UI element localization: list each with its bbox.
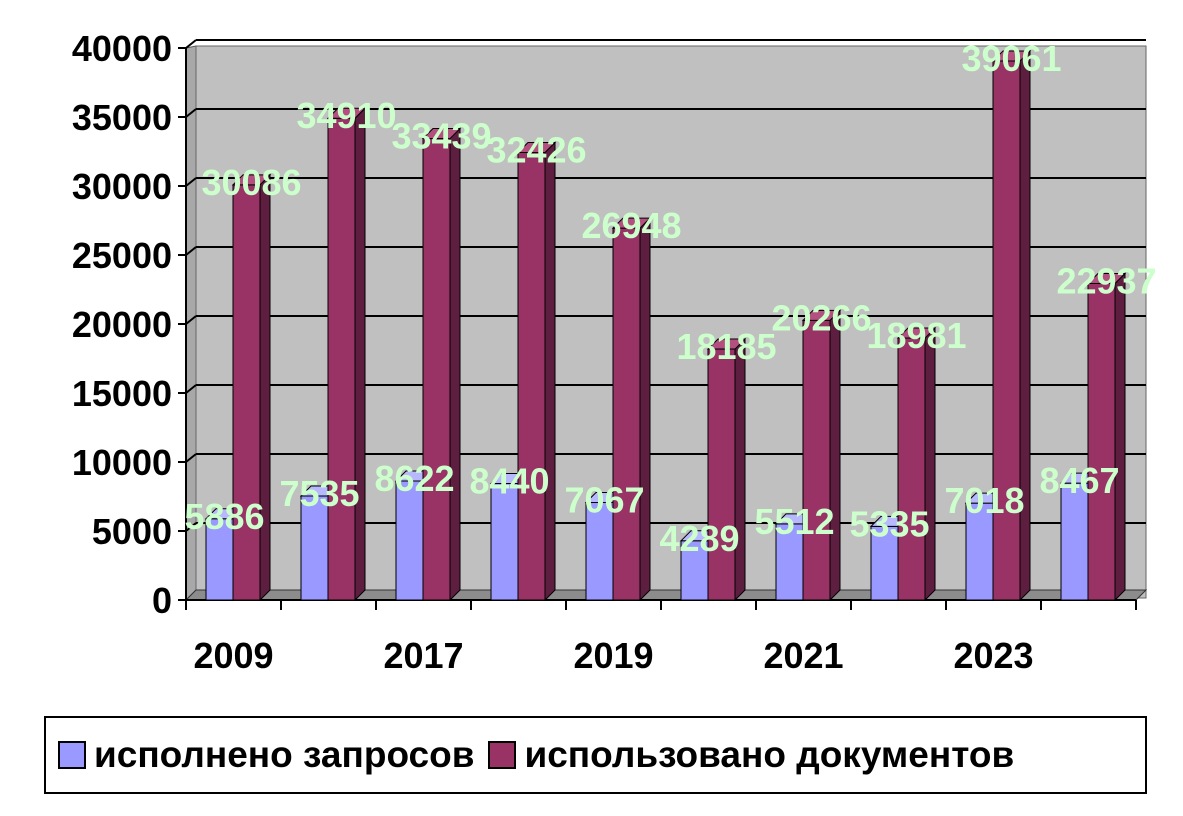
- bar-top: [1086, 272, 1127, 284]
- bar-front: [517, 152, 546, 601]
- bar-front: [897, 337, 926, 601]
- legend-item-requests: исполнено запросов: [58, 734, 474, 776]
- legend-label-documents: использовано документов: [524, 734, 1015, 775]
- bars: [204, 49, 1127, 602]
- data-label-requests-3: 8440: [469, 461, 549, 502]
- data-label-documents-4: 26948: [581, 205, 681, 246]
- data-label-documents-9: 22937: [1056, 260, 1156, 301]
- gridline-depth: [185, 177, 197, 187]
- bar-documents-5: [706, 337, 747, 602]
- bar-front: [300, 495, 329, 601]
- bar-documents-1: [326, 107, 367, 602]
- x-tick-label: 2019: [573, 635, 653, 676]
- data-label-requests-0: 5886: [184, 496, 264, 537]
- data-labels: 5886 7535 8622 8440 7067 4289 5512 5335 7018 8467…: [184, 38, 1156, 559]
- bar-front: [422, 138, 451, 601]
- bar-documents-2: [421, 127, 462, 602]
- gridline-depth: [185, 453, 197, 463]
- data-label-documents-0: 30086: [201, 162, 301, 203]
- bar-front: [205, 518, 234, 601]
- x-tick-label: 2017: [383, 635, 463, 676]
- bar-front: [232, 184, 261, 601]
- data-label-documents-1: 34910: [296, 95, 396, 136]
- gridline-depth: [185, 108, 197, 118]
- y-tick-label: 10000: [72, 442, 172, 483]
- bar-documents-8: [991, 49, 1032, 602]
- bar-top: [896, 327, 937, 339]
- bar-top: [326, 107, 367, 119]
- bar-documents-6: [801, 309, 842, 602]
- bar-top: [231, 174, 272, 186]
- legend-item-documents: использовано документов: [488, 734, 1014, 776]
- data-label-documents-5: 18185: [676, 326, 776, 367]
- y-tick-label: 0: [152, 580, 172, 621]
- bar-front: [1087, 282, 1116, 601]
- bar-top: [991, 50, 1032, 62]
- y-tick-label: 40000: [72, 28, 172, 69]
- x-tick-label: 2021: [763, 635, 843, 676]
- bar-documents-7: [896, 326, 937, 602]
- bar-front: [490, 483, 519, 601]
- bar-chart: 5886 7535 8622 8440 7067 4289 5512 5335 7018 8467…: [72, 28, 1157, 676]
- bar-side: [449, 127, 461, 602]
- bar-side: [354, 107, 366, 602]
- data-label-requests-4: 7067: [564, 479, 644, 520]
- bar-front: [585, 501, 614, 601]
- x-axis-ticks: 2009 2017 2019 2021 2023: [193, 635, 1033, 676]
- data-label-documents-7: 18981: [866, 315, 966, 356]
- data-label-requests-2: 8622: [374, 458, 454, 499]
- bar-side: [829, 309, 841, 602]
- bar-top: [516, 142, 557, 154]
- bar-front: [612, 227, 641, 601]
- data-label-requests-9: 8467: [1039, 460, 1119, 501]
- bar-documents-0: [231, 173, 272, 602]
- bar-documents-3: [516, 141, 557, 602]
- x-tick-label: 2023: [953, 635, 1033, 676]
- legend-label-requests: исполнено запросов: [94, 734, 475, 775]
- y-tick-label: 20000: [72, 304, 172, 345]
- data-label-documents-2: 33439: [391, 116, 491, 157]
- bar-side: [544, 141, 556, 602]
- bar-top: [611, 217, 652, 229]
- legend: исполнено запросов использовано документ…: [44, 716, 1147, 794]
- x-tick-label: 2009: [193, 635, 273, 676]
- y-tick-label: 35000: [72, 97, 172, 138]
- bar-front: [707, 348, 736, 601]
- legend-swatch-requests: [58, 741, 86, 769]
- bar-front: [395, 480, 424, 601]
- bar-documents-4: [611, 216, 652, 602]
- gridline-depth: [185, 315, 197, 325]
- data-label-documents-3: 32426: [486, 130, 586, 171]
- bar-front: [327, 117, 356, 601]
- y-tick-label: 5000: [92, 511, 172, 552]
- data-label-requests-5: 4289: [659, 518, 739, 559]
- legend-swatch-documents: [488, 741, 517, 769]
- bar-top: [801, 309, 842, 321]
- data-label-documents-6: 20266: [771, 297, 871, 338]
- data-label-requests-7: 5335: [849, 503, 929, 544]
- data-label-requests-6: 5512: [754, 501, 834, 542]
- data-label-requests-8: 7018: [944, 480, 1024, 521]
- y-tick-label: 15000: [72, 373, 172, 414]
- gridline-depth: [185, 39, 197, 49]
- gridline-depth: [185, 384, 197, 394]
- bar-front: [680, 540, 709, 601]
- data-label-requests-1: 7535: [279, 473, 359, 514]
- bar-documents-9: [1086, 272, 1127, 602]
- data-label-documents-8: 39061: [961, 38, 1061, 79]
- bar-side: [1114, 272, 1126, 602]
- bar-side: [734, 337, 746, 602]
- bar-top: [421, 128, 462, 140]
- bar-front: [992, 60, 1021, 601]
- bar-top: [706, 338, 747, 350]
- gridline-depth: [185, 246, 197, 256]
- bar-front: [965, 502, 994, 601]
- y-tick-label: 30000: [72, 166, 172, 207]
- y-tick-label: 25000: [72, 235, 172, 276]
- gridline-depth: [185, 522, 197, 532]
- y-axis-ticks: 0 5000 10000 15000 20000 25000 30000 35000 40000: [72, 28, 172, 621]
- bar-side: [639, 216, 651, 602]
- bar-side: [924, 326, 936, 602]
- bar-front: [802, 319, 831, 601]
